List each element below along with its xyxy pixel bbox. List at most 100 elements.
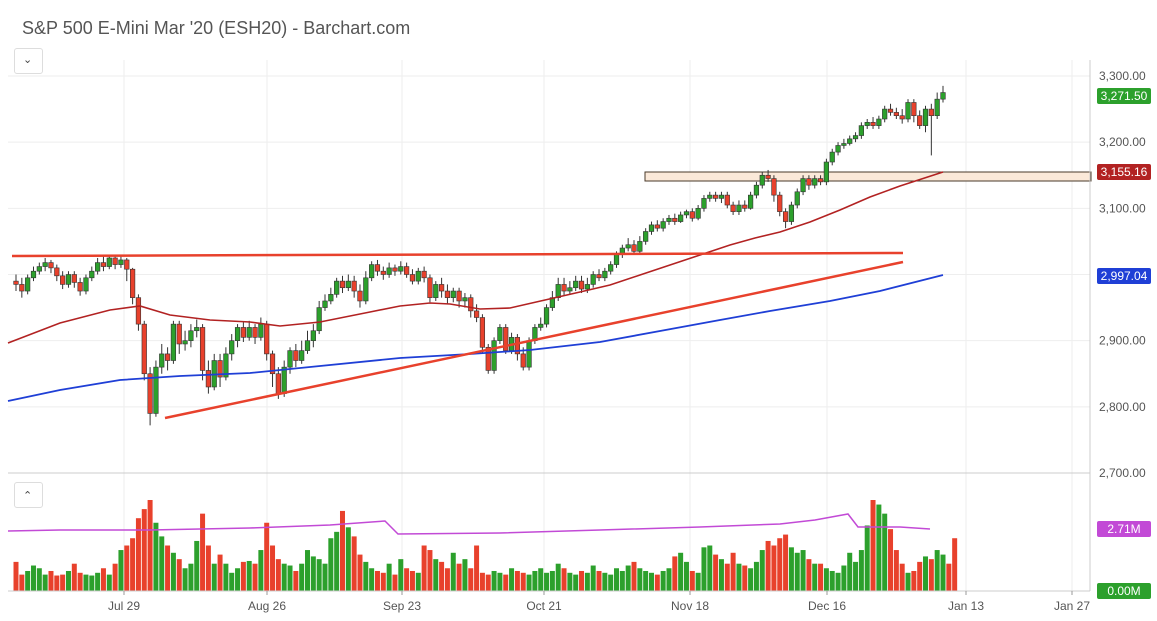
candle (893, 107, 899, 120)
candle-body (164, 353, 171, 361)
volume-bar (182, 568, 188, 591)
volume-bar (54, 575, 60, 591)
candle (911, 99, 917, 123)
volume-bar (77, 572, 83, 591)
volume-bar (13, 561, 19, 591)
candle-body (823, 161, 829, 183)
candle-body (77, 282, 83, 292)
candle (409, 269, 416, 285)
candle-body (538, 323, 544, 328)
candle (258, 317, 264, 341)
candle-body (351, 280, 357, 292)
candle-body (794, 191, 800, 206)
x-tick-label: Oct 21 (526, 599, 562, 613)
y-tick-label: 3,300.00 (1099, 69, 1146, 83)
volume-bar (112, 563, 118, 591)
candle (170, 320, 177, 364)
volume-bar (648, 572, 654, 591)
volume-bar (89, 575, 95, 591)
volume-bar (258, 550, 264, 591)
candle (561, 277, 567, 296)
candle (835, 142, 841, 156)
candle-body (905, 102, 911, 120)
candle (147, 367, 153, 426)
candle-body (357, 290, 363, 302)
candle (788, 201, 795, 225)
volume-bars (7, 500, 958, 591)
collapse-price-pane-button[interactable]: ⌄ (14, 48, 43, 74)
candle-body (928, 108, 934, 117)
candle-body (485, 346, 491, 371)
volume-bar (567, 572, 573, 591)
candle-body (89, 270, 95, 279)
candle-body (328, 294, 334, 302)
candle (100, 255, 107, 272)
volume-bar (427, 550, 433, 591)
candle-body (42, 262, 48, 267)
candle-body (730, 204, 736, 212)
candle-body (83, 277, 89, 292)
candle-body (841, 143, 847, 146)
candle (748, 191, 754, 210)
candle (713, 191, 719, 202)
volume-bar (223, 563, 229, 591)
candle (672, 213, 678, 225)
volume-bar (36, 568, 42, 591)
volume-bar (194, 540, 200, 591)
candle-body (153, 366, 159, 414)
candle-body (135, 297, 142, 325)
volume-bar (135, 518, 141, 591)
candle-body (106, 257, 112, 267)
candle-body (724, 194, 730, 206)
volume-bar (788, 547, 794, 591)
candle-body (765, 174, 771, 179)
volume-bar (433, 559, 439, 591)
candle-body (678, 214, 684, 222)
candle-body (893, 112, 899, 117)
collapse-volume-pane-button[interactable]: ⌃ (14, 482, 43, 508)
candle-body (287, 350, 293, 368)
candle-body (543, 307, 550, 325)
candle-body (689, 211, 695, 219)
candle-body (30, 270, 37, 279)
candle (135, 294, 142, 331)
candle (765, 169, 771, 182)
candle (777, 191, 783, 217)
volume-bar (876, 504, 882, 591)
volume-bar (141, 509, 147, 591)
candle-body (369, 264, 375, 279)
volume-bar (246, 560, 252, 591)
candle (30, 266, 37, 282)
candle-body (666, 217, 672, 222)
volume-bar (170, 552, 176, 591)
rising-trendline (164, 260, 904, 420)
volume-bar (322, 563, 328, 591)
candle (159, 343, 165, 374)
candle (71, 271, 77, 288)
candle (543, 304, 550, 328)
candle (357, 284, 363, 308)
candle (596, 269, 602, 282)
volume-bar (923, 556, 929, 591)
candle-body (36, 266, 42, 272)
volume-bar (812, 563, 818, 591)
candle-body (339, 280, 346, 289)
volume-bar (19, 574, 25, 591)
x-tick-label: Jan 27 (1054, 599, 1090, 613)
volume-bar (561, 568, 567, 591)
candle-body (672, 217, 678, 222)
candle-body (771, 178, 777, 196)
candle (724, 191, 730, 209)
zone-price-badge: 3,155.16 (1097, 164, 1151, 180)
volume-bar (625, 565, 631, 591)
candle (858, 122, 864, 139)
candle (759, 171, 765, 189)
candle-body (858, 125, 864, 136)
candle-body (421, 270, 427, 279)
volume-bar (491, 570, 497, 591)
candle-body (334, 280, 340, 295)
candle (736, 200, 742, 215)
candle-body (520, 353, 526, 368)
volume-bar (468, 568, 474, 591)
